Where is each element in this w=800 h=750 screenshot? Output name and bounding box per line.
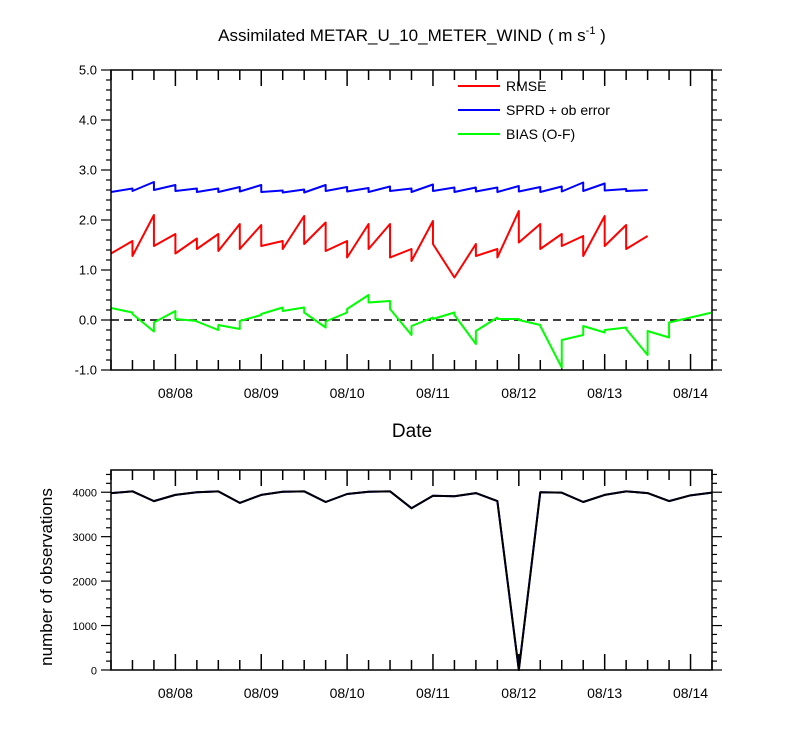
top-x-tick-label: 08/09	[244, 385, 279, 401]
bot-x-tick-label: 08/09	[244, 685, 279, 701]
top-y-tick-label: -1.0	[75, 363, 97, 378]
bot-y-tick-label: 0	[91, 666, 97, 678]
top-y-tick-label: 5.0	[79, 63, 97, 78]
top-y-tick-label: 0.0	[79, 313, 97, 328]
bot-x-tick-label: 08/12	[501, 685, 536, 701]
chart-title-main: Assimilated METAR_U_10_METER_WIND	[218, 26, 542, 45]
top-y-tick-label: 2.0	[79, 213, 97, 228]
top-series-line-bias-o-f	[110, 294, 713, 369]
bottom-plot-frame	[110, 469, 713, 671]
top-y-tick-label: 4.0	[79, 113, 97, 128]
bot-y-tick-label: 2000	[73, 577, 97, 589]
top-chart-panel: -1.0 0.0 1.0 2.0 3.0 4.0 5.0 08/08 08/09 08/10 08…	[75, 63, 722, 442]
chart-title: Assimilated METAR_U_10_METER_WIND ( m s-1…	[218, 25, 606, 45]
legend-label-rmse: RMSE	[506, 78, 546, 94]
top-x-tick-label: 08/14	[673, 385, 708, 401]
bot-x-tick-label: 08/10	[330, 685, 365, 701]
top-series-line-sprd-ob-error	[110, 181, 648, 194]
top-x-tick-label: 08/13	[587, 385, 622, 401]
top-x-tick-label: 08/12	[501, 385, 536, 401]
bot-x-tick-label: 08/08	[158, 685, 193, 701]
top-y-tick-label: 3.0	[79, 163, 97, 178]
top-x-tick-label: 08/08	[158, 385, 193, 401]
bottom-chart-panel: 0 1000 2000 3000 4000 08/08 08/09 08/10 08/11 08…	[37, 469, 722, 701]
bot-x-tick-label: 08/13	[587, 685, 622, 701]
x-axis-title: Date	[392, 421, 432, 442]
top-x-tick-label: 08/11	[416, 385, 450, 401]
top-x-tick-label: 08/10	[330, 385, 365, 401]
bot-x-tick-label: 08/14	[673, 685, 708, 701]
bot-x-tick-label: 08/11	[416, 685, 450, 701]
chart-title-units-suffix: )	[595, 26, 605, 45]
bot-y-tick-label: 4000	[73, 488, 97, 500]
bot-y-tick-label: 1000	[73, 621, 97, 633]
legend: RMSE SPRD + ob error BIAS (O-F)	[458, 78, 610, 142]
bot-y-tick-label: 3000	[73, 532, 97, 544]
top-series-line-rmse	[110, 210, 649, 279]
bot-series-line-used	[110, 490, 713, 671]
legend-label-sprd: SPRD + ob error	[506, 102, 610, 118]
chart-title-units: ( m s	[548, 26, 586, 45]
chart-title-units-exponent: -1	[586, 25, 596, 37]
top-y-tick-label: 1.0	[79, 263, 97, 278]
top-plot-frame	[110, 69, 713, 371]
y-axis-title-observations: number of observations	[37, 488, 56, 666]
bot-series-line-possible	[110, 490, 713, 671]
legend-label-bias: BIAS (O-F)	[506, 126, 575, 142]
